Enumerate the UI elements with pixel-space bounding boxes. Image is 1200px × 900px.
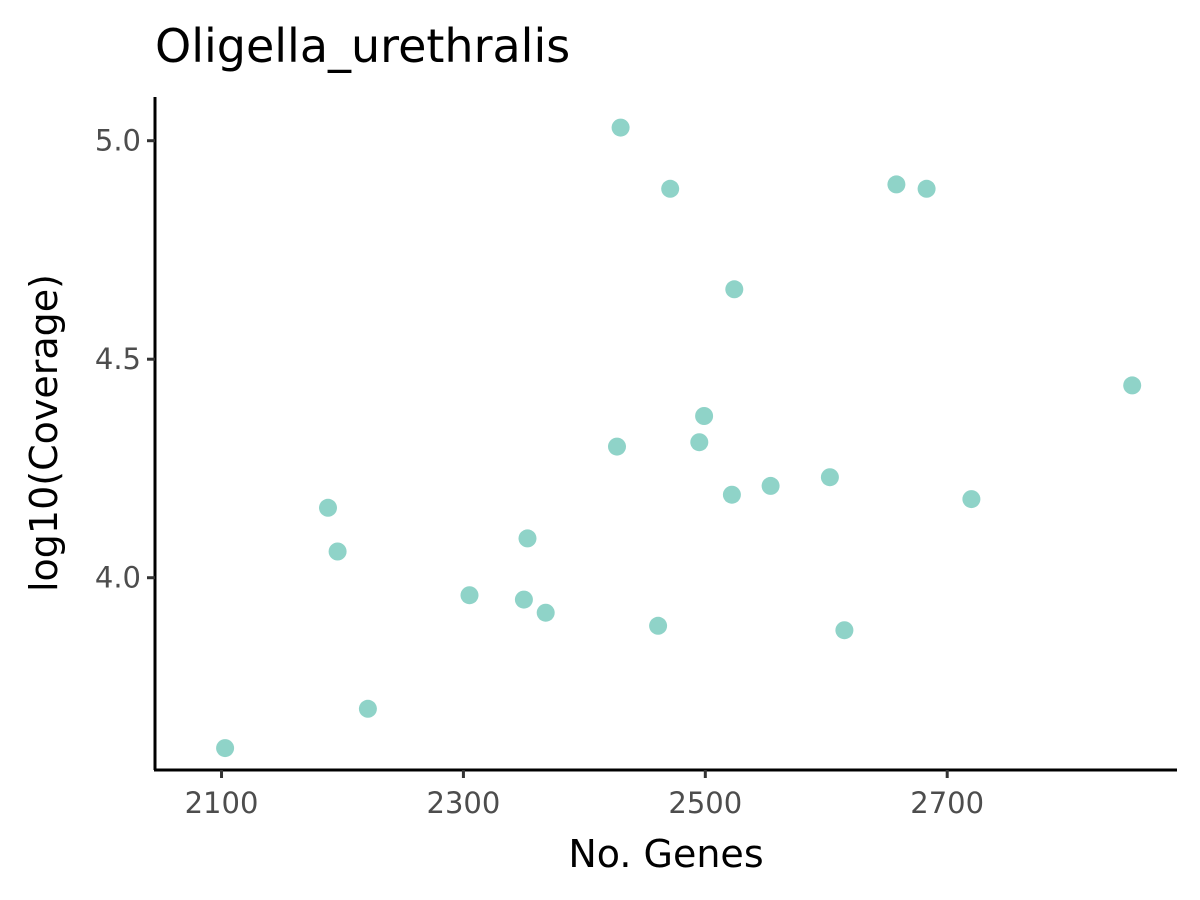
- y-tick-label: 4.0: [95, 561, 141, 595]
- data-point-23: [1123, 376, 1142, 395]
- x-ticks-layer: 2100 2300 2500 2700: [185, 770, 984, 820]
- data-point-18: [820, 468, 839, 487]
- data-point-7: [518, 529, 537, 548]
- data-point-2: [319, 498, 337, 517]
- x-tick-label: 2700: [910, 786, 984, 820]
- data-point-20: [887, 175, 906, 194]
- points-layer: [216, 118, 1142, 758]
- data-point-12: [661, 179, 680, 198]
- y-axis-title: log10(Coverage): [22, 274, 66, 592]
- x-tick-label: 2300: [427, 786, 501, 820]
- y-tick-label: 4.5: [95, 342, 141, 376]
- data-point-1: [216, 739, 235, 758]
- data-point-17: [761, 476, 780, 495]
- y-tick-label: 5.0: [95, 124, 141, 158]
- data-point-10: [611, 118, 630, 137]
- data-point-21: [917, 179, 936, 198]
- data-point-16: [725, 280, 744, 299]
- x-tick-label: 2500: [668, 786, 742, 820]
- data-point-3: [328, 542, 347, 561]
- data-point-9: [608, 437, 626, 456]
- data-point-13: [690, 433, 709, 452]
- data-point-5: [460, 586, 479, 605]
- data-point-15: [722, 485, 741, 504]
- data-point-6: [514, 590, 533, 609]
- data-point-4: [358, 699, 377, 718]
- x-tick-label: 2100: [185, 786, 259, 820]
- data-point-8: [536, 603, 555, 622]
- data-point-14: [695, 407, 714, 425]
- data-point-11: [649, 616, 668, 635]
- data-point-22: [962, 490, 981, 509]
- y-ticks-layer: 4.0 4.5 5.0: [95, 124, 155, 595]
- x-axis-title: No. Genes: [568, 832, 763, 876]
- chart-title: Oligella_urethralis: [155, 19, 570, 73]
- data-point-19: [835, 621, 854, 640]
